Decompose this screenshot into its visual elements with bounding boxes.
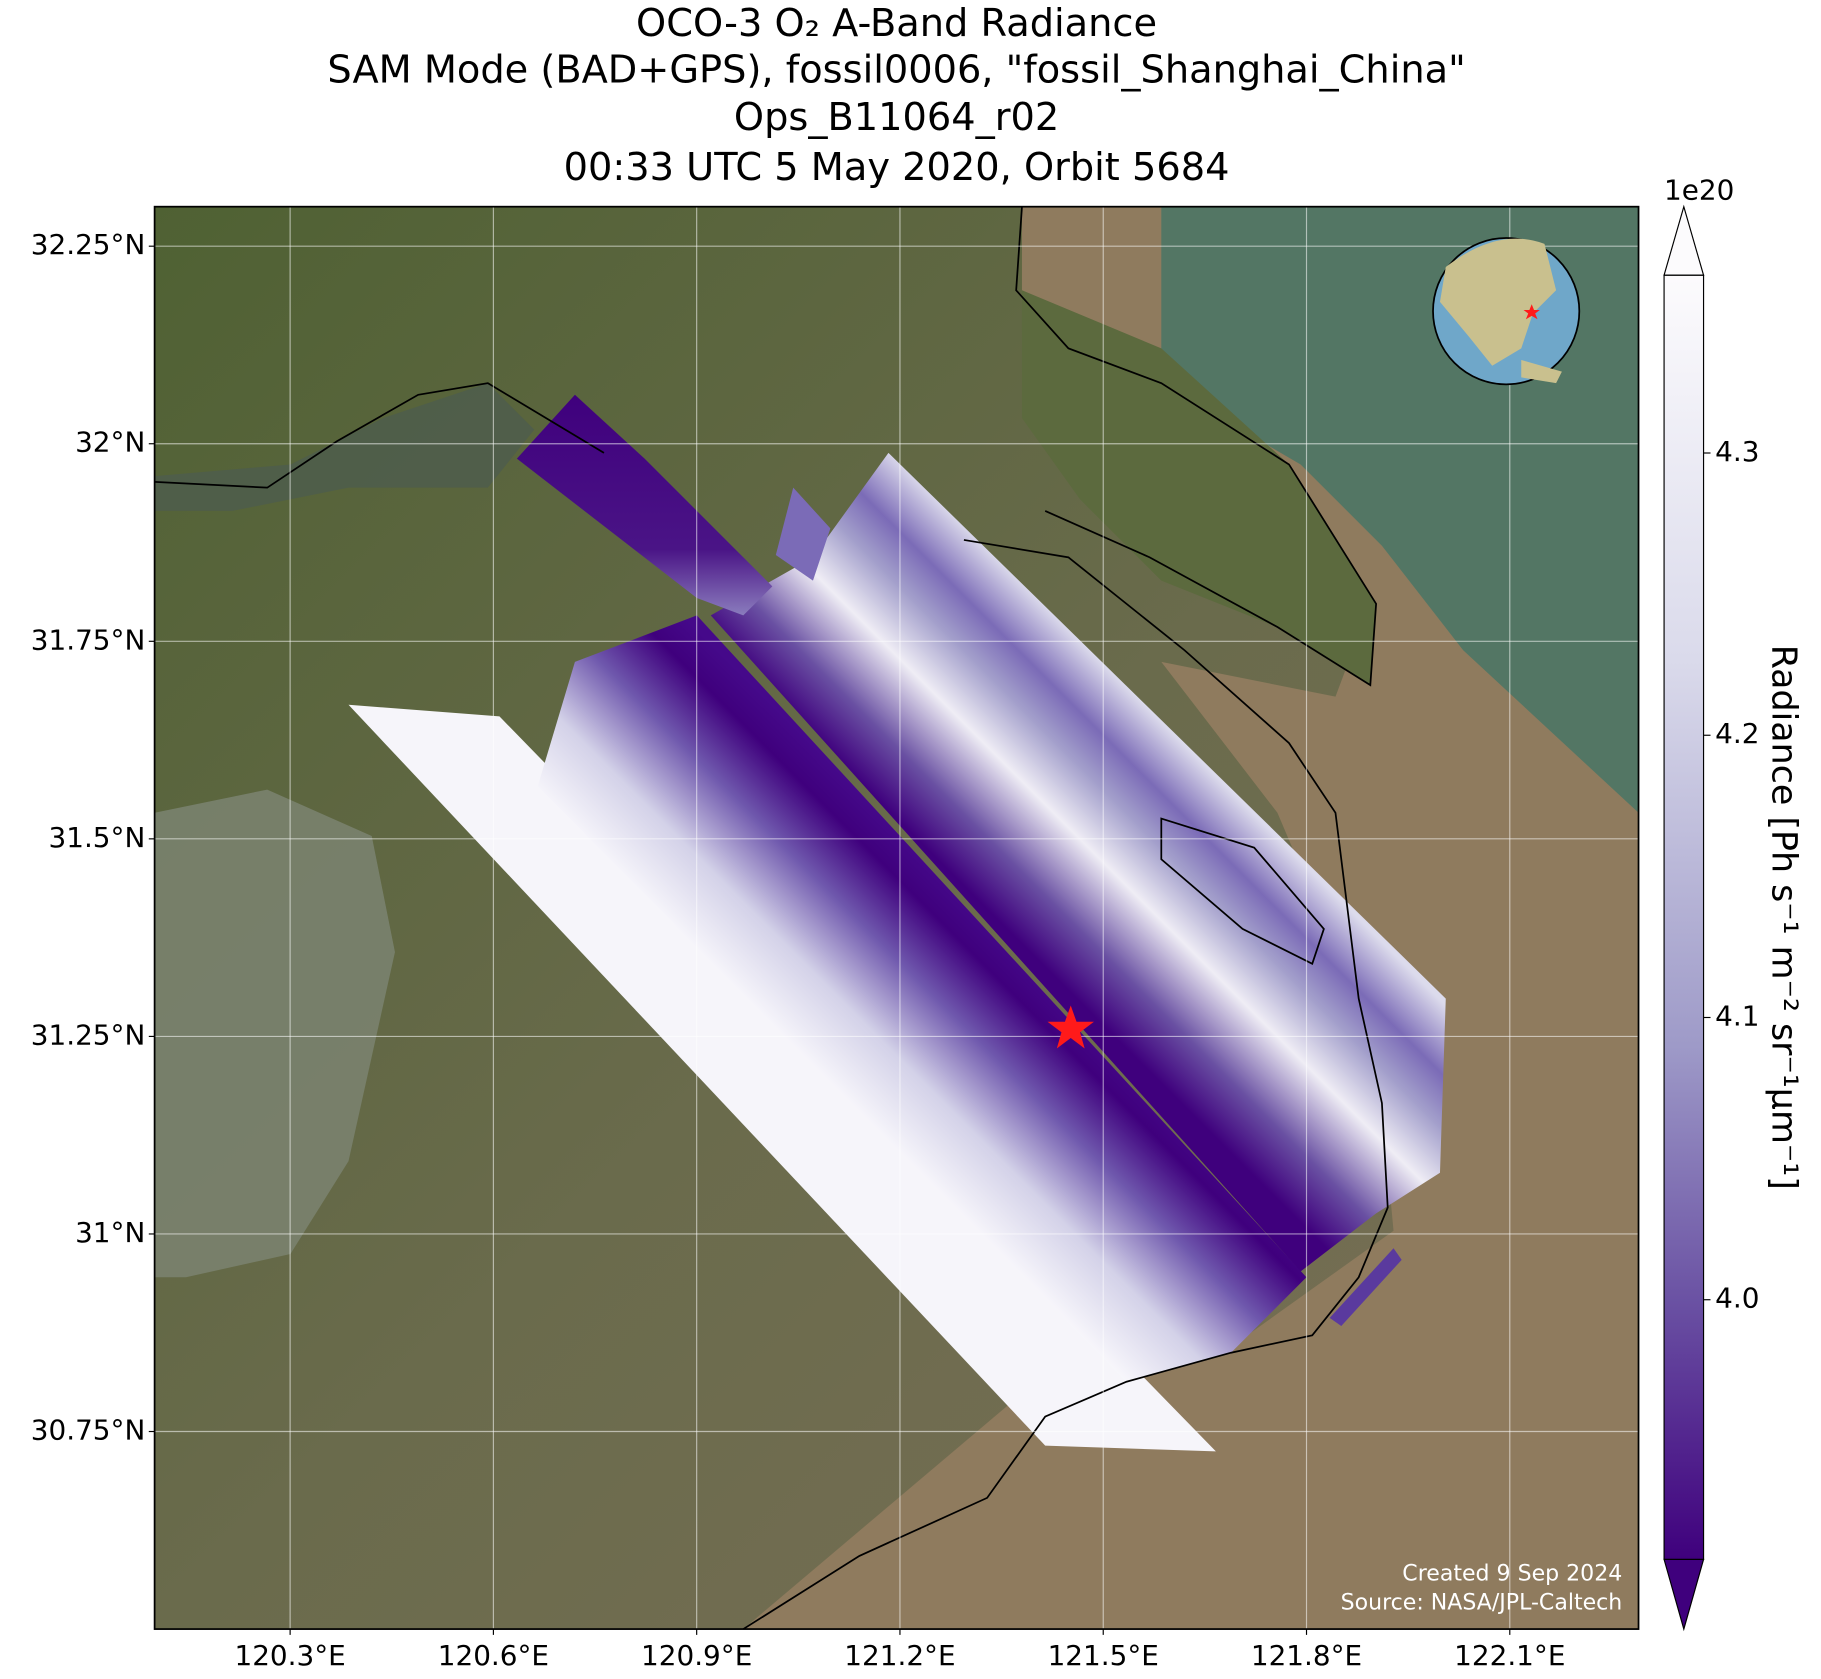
y-tick-label: 30.75°N xyxy=(31,1414,146,1447)
globe-inset xyxy=(1432,237,1581,386)
colorbar-extend xyxy=(1663,204,1705,276)
colorbar-tick-label: 4.0 xyxy=(1715,1282,1759,1315)
x-tick-label: 122.1°E xyxy=(1454,1639,1565,1672)
swath xyxy=(1329,1248,1402,1327)
swaths xyxy=(348,394,1446,1452)
x-tick-label: 120.3°E xyxy=(234,1639,345,1672)
title: OCO-3 O₂ A-Band Radiance xyxy=(636,1,1157,46)
swath xyxy=(348,704,1216,1452)
title: 00:33 UTC 5 May 2020, Orbit 5684 xyxy=(564,145,1230,190)
colorbar-label: Radiance [Ph s⁻¹ m⁻² sr⁻¹μm⁻¹] xyxy=(1764,645,1804,1190)
y-tick-label: 31.25°N xyxy=(31,1018,146,1051)
y-tick-label: 31.75°N xyxy=(31,623,146,656)
colorbar-offset: 1e20 xyxy=(1664,174,1734,207)
x-tick-label: 121.2°E xyxy=(844,1639,955,1672)
colorbar-tick-label: 4.2 xyxy=(1715,717,1759,750)
y-tick-label: 32°N xyxy=(75,426,145,459)
y-tick-label: 31.5°N xyxy=(49,821,146,854)
swath xyxy=(775,487,831,581)
x-tick-label: 120.6°E xyxy=(438,1639,549,1672)
target-marker xyxy=(1047,1005,1094,1049)
coastlines xyxy=(154,206,1389,1630)
x-tick-label: 121.8°E xyxy=(1251,1639,1362,1672)
grid xyxy=(154,206,1639,1630)
x-tick-label: 121.5°E xyxy=(1048,1639,1159,1672)
swath xyxy=(537,615,1307,1382)
title: Ops_B11064_r02 xyxy=(734,95,1059,140)
x-tick-label: 120.9°E xyxy=(641,1639,752,1672)
y-tick-label: 32.25°N xyxy=(31,228,146,261)
colorbar-extend xyxy=(1663,1558,1705,1632)
colorbar-tick-label: 4.3 xyxy=(1715,435,1759,468)
swath xyxy=(516,394,773,616)
colorbar xyxy=(1663,204,1705,1632)
y-tick-label: 31°N xyxy=(75,1216,145,1249)
credit: Created 9 Sep 2024 xyxy=(1402,1561,1622,1586)
swath xyxy=(710,452,1446,1272)
map-frame xyxy=(153,205,1640,1630)
colorbar-body xyxy=(1664,275,1704,1560)
colorbar-tick-label: 4.1 xyxy=(1715,999,1759,1032)
colorbar-frame xyxy=(1663,274,1705,1560)
title: SAM Mode (BAD+GPS), fossil0006, "fossil_… xyxy=(327,47,1465,92)
credit: Source: NASA/JPL-Caltech xyxy=(1341,1591,1623,1616)
